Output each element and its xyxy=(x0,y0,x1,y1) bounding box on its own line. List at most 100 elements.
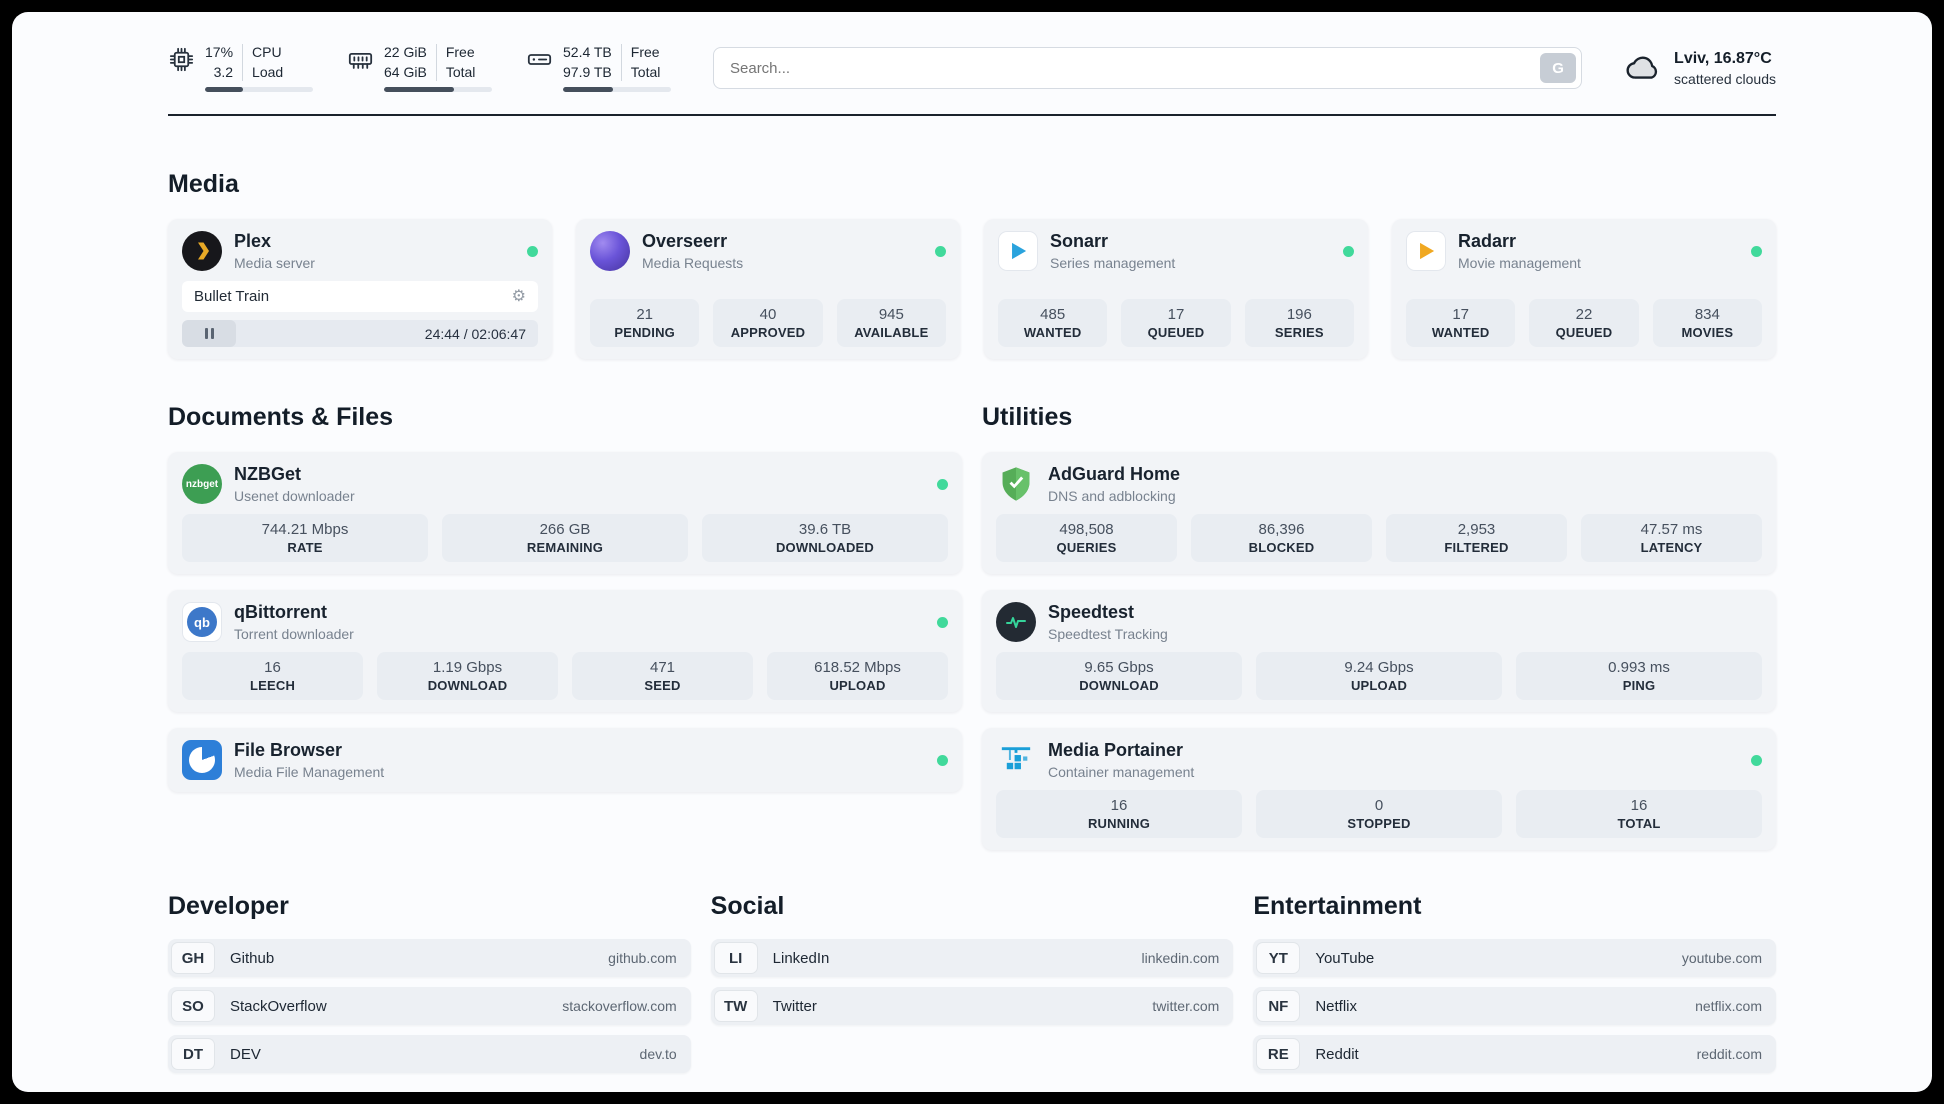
service-card-qbittorrent[interactable]: qb qBittorrent Torrent downloader 16 xyxy=(168,590,962,712)
stat-label: DOWNLOAD xyxy=(1079,678,1159,693)
link-name: Twitter xyxy=(772,997,817,1015)
documents-column: Documents & Files nzbget NZBGet Usenet d… xyxy=(168,359,962,850)
gear-icon[interactable]: ⚙ xyxy=(511,287,526,305)
stat-box: 945 AVAILABLE xyxy=(836,299,946,347)
link-row-youtube[interactable]: YT YouTube youtube.com xyxy=(1253,939,1776,977)
stat-value: 471 xyxy=(649,659,676,676)
link-abbr: NF xyxy=(1257,991,1300,1021)
service-card-sonarr[interactable]: Sonarr Series management 485 WANTED 17 Q… xyxy=(984,219,1368,359)
card-subtitle: Usenet downloader xyxy=(234,488,355,504)
stat-value: 86,396 xyxy=(1258,521,1305,538)
stat-box: 744.21 Mbps RATE xyxy=(182,514,428,562)
service-card-portainer[interactable]: Media Portainer Container management 16 … xyxy=(982,728,1776,850)
stat-label: SEED xyxy=(644,678,681,693)
link-row-github[interactable]: GH Github github.com xyxy=(168,939,691,977)
radarr-icon xyxy=(1406,231,1446,271)
card-subtitle: Series management xyxy=(1050,255,1176,271)
sonarr-icon xyxy=(998,231,1038,271)
stat-value: 9.65 Gbps xyxy=(1084,659,1154,676)
stat-value: 498,508 xyxy=(1059,521,1114,538)
service-card-radarr[interactable]: Radarr Movie management 17 WANTED 22 QUE… xyxy=(1392,219,1776,359)
search-input[interactable] xyxy=(730,59,1582,77)
card-subtitle: Speedtest Tracking xyxy=(1048,626,1168,642)
stat-label: WANTED xyxy=(1431,325,1490,340)
link-row-reddit[interactable]: RE Reddit reddit.com xyxy=(1253,1035,1776,1073)
social-column: Social LI LinkedIn linkedin.com TW Twitt… xyxy=(710,850,1234,1073)
service-card-overseerr[interactable]: Overseerr Media Requests 21 PENDING 40 A… xyxy=(576,219,960,359)
link-row-linkedin[interactable]: LI LinkedIn linkedin.com xyxy=(710,939,1234,977)
service-card-speedtest[interactable]: Speedtest Speedtest Tracking 9.65 Gbps D… xyxy=(982,590,1776,712)
cpu-label: CPU xyxy=(252,44,282,60)
link-row-twitter[interactable]: TW Twitter twitter.com xyxy=(710,987,1234,1025)
link-name: Github xyxy=(230,949,275,967)
stat-box: 2,953 FILTERED xyxy=(1386,514,1567,562)
link-url: netflix.com xyxy=(1695,998,1762,1014)
link-abbr: RE xyxy=(1257,1039,1300,1069)
link-row-dev[interactable]: DT DEV dev.to xyxy=(168,1035,691,1073)
stat-value: 2,953 xyxy=(1457,521,1496,538)
link-row-netflix[interactable]: NF Netflix netflix.com xyxy=(1253,987,1776,1025)
stat-box: 16 RUNNING xyxy=(996,790,1242,838)
memory-progress xyxy=(384,87,492,92)
stat-label: DOWNLOADED xyxy=(775,540,875,555)
link-row-stackoverflow[interactable]: SO StackOverflow stackoverflow.com xyxy=(168,987,691,1025)
memory-widget: 22 GiB 64 GiB Free Total xyxy=(347,44,492,92)
stat-box: 1.19 Gbps DOWNLOAD xyxy=(377,652,558,700)
link-abbr: DT xyxy=(172,1039,214,1069)
service-card-filebrowser[interactable]: File Browser Media File Management xyxy=(168,728,962,792)
card-title: Overseerr xyxy=(642,231,728,251)
stat-box: 196 SERIES xyxy=(1244,299,1354,347)
stat-box: 618.52 Mbps UPLOAD xyxy=(767,652,948,700)
card-title: NZBGet xyxy=(234,464,301,484)
link-name: Netflix xyxy=(1315,997,1358,1015)
overseerr-icon xyxy=(590,231,630,271)
stat-value: 0.993 ms xyxy=(1608,659,1670,676)
link-url: stackoverflow.com xyxy=(562,998,677,1014)
stat-label: PENDING xyxy=(614,325,675,340)
disk-total-value: 97.9 TB xyxy=(563,63,612,80)
stat-label: QUEUED xyxy=(1555,325,1613,340)
stat-value: 618.52 Mbps xyxy=(814,659,901,676)
nzbget-icon: nzbget xyxy=(182,464,222,504)
search-bar: G xyxy=(713,47,1583,89)
link-url: dev.to xyxy=(639,1046,677,1062)
stat-box: 86,396 BLOCKED xyxy=(1191,514,1372,562)
stat-label: APPROVED xyxy=(730,325,806,340)
link-abbr: GH xyxy=(172,943,214,973)
stat-label: QUERIES xyxy=(1056,540,1117,555)
stat-box: 471 SEED xyxy=(572,652,753,700)
stat-label: RATE xyxy=(287,540,323,555)
link-abbr: TW xyxy=(714,991,757,1021)
qbittorrent-icon: qb xyxy=(182,602,222,642)
search-engine-button[interactable]: G xyxy=(1540,53,1577,83)
stat-label: RUNNING xyxy=(1087,816,1151,831)
adguard-icon xyxy=(996,464,1036,504)
playback-progress-bar[interactable]: 24:44 / 02:06:47 xyxy=(182,320,538,347)
card-subtitle: Container management xyxy=(1048,764,1195,780)
stat-value: 16 xyxy=(1110,797,1128,814)
stat-box: 498,508 QUERIES xyxy=(996,514,1177,562)
service-card-plex[interactable]: Plex Media server Bullet Train ⚙ 24:44 /… xyxy=(168,219,552,359)
card-title: Media Portainer xyxy=(1048,740,1184,760)
stat-value: 485 xyxy=(1040,306,1066,323)
pause-button[interactable] xyxy=(182,320,236,347)
stat-value: 17 xyxy=(1167,306,1185,323)
section-title-media: Media xyxy=(168,170,239,198)
stat-label: LATENCY xyxy=(1640,540,1703,555)
cpu-load-label: Load xyxy=(252,63,284,80)
status-dot xyxy=(1751,245,1762,257)
stat-value: 744.21 Mbps xyxy=(261,521,349,538)
service-card-nzbget[interactable]: nzbget NZBGet Usenet downloader 744.21 M… xyxy=(168,452,962,574)
link-url: github.com xyxy=(608,950,677,966)
stat-box: 9.65 Gbps DOWNLOAD xyxy=(996,652,1242,700)
disk-total-label: Total xyxy=(630,63,661,80)
card-subtitle: Media Requests xyxy=(642,255,744,271)
service-card-adguard[interactable]: AdGuard Home DNS and adblocking 498,508 … xyxy=(982,452,1776,574)
stat-label: REMAINING xyxy=(526,540,604,555)
stat-box: 17 WANTED xyxy=(1406,299,1516,347)
stat-label: SERIES xyxy=(1274,325,1324,340)
stat-box: 39.6 TB DOWNLOADED xyxy=(702,514,948,562)
link-url: youtube.com xyxy=(1681,950,1762,966)
stat-value: 39.6 TB xyxy=(798,521,852,538)
link-name: StackOverflow xyxy=(230,997,327,1015)
